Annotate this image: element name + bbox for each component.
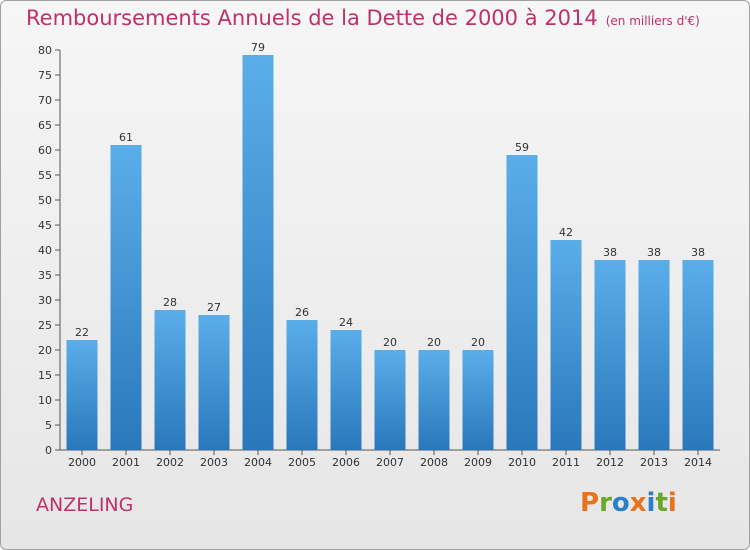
y-tick-label: 65 xyxy=(38,119,52,132)
y-tick-label: 15 xyxy=(38,369,52,382)
x-tick-label: 2010 xyxy=(508,456,536,469)
x-tick-label: 2012 xyxy=(596,456,624,469)
bar xyxy=(242,55,274,450)
y-tick-label: 75 xyxy=(38,69,52,82)
x-tick-label: 2004 xyxy=(244,456,272,469)
bar-value-label: 38 xyxy=(647,246,661,259)
x-tick-label: 2005 xyxy=(288,456,316,469)
chart-title: Remboursements Annuels de la Dette de 20… xyxy=(26,6,700,30)
bar-value-label: 42 xyxy=(559,226,573,239)
x-tick-label: 2003 xyxy=(200,456,228,469)
bar-value-label: 20 xyxy=(383,336,397,349)
bar xyxy=(330,330,362,450)
bar xyxy=(462,350,494,450)
logo-letter: t xyxy=(655,488,668,518)
y-tick-label: 55 xyxy=(38,169,52,182)
x-tick-label: 2008 xyxy=(420,456,448,469)
y-tick-label: 35 xyxy=(38,269,52,282)
logo-letter: x xyxy=(629,488,647,518)
bar xyxy=(198,315,230,450)
bar xyxy=(374,350,406,450)
x-tick-label: 2011 xyxy=(552,456,580,469)
bar-value-label: 28 xyxy=(163,296,177,309)
x-tick-label: 2014 xyxy=(684,456,712,469)
x-tick-label: 2013 xyxy=(640,456,668,469)
bar-value-label: 20 xyxy=(471,336,485,349)
bar-value-label: 20 xyxy=(427,336,441,349)
bar xyxy=(110,145,142,450)
y-tick-label: 30 xyxy=(38,294,52,307)
bar xyxy=(154,310,186,450)
y-tick-label: 10 xyxy=(38,394,52,407)
bar-value-label: 24 xyxy=(339,316,353,329)
bar xyxy=(682,260,714,450)
bar xyxy=(286,320,318,450)
bar-value-label: 38 xyxy=(691,246,705,259)
y-tick-label: 50 xyxy=(38,194,52,207)
bar-value-label: 22 xyxy=(75,326,89,339)
bar xyxy=(418,350,450,450)
bar xyxy=(594,260,626,450)
y-tick-label: 5 xyxy=(45,419,52,432)
y-tick-label: 45 xyxy=(38,219,52,232)
bar xyxy=(506,155,538,450)
x-tick-label: 2000 xyxy=(68,456,96,469)
labels: 22 61 28 27 79 26 24 20 20 20 59 42 38 38 38 xyxy=(75,41,705,349)
chart-title-text: Remboursements Annuels de la Dette de 20… xyxy=(26,6,598,30)
y-tick-label: 80 xyxy=(38,44,52,57)
x-tick-label: 2002 xyxy=(156,456,184,469)
bars xyxy=(66,55,714,450)
proxiti-logo[interactable]: Proxiti xyxy=(580,488,677,518)
y-tick-label: 20 xyxy=(38,344,52,357)
bar xyxy=(550,240,582,450)
bar-value-label: 26 xyxy=(295,306,309,319)
x-tick-label: 2001 xyxy=(112,456,140,469)
place-name: ANZELING xyxy=(36,494,134,516)
logo-letter: P xyxy=(580,488,600,518)
y-tick-label: 25 xyxy=(38,319,52,332)
bar xyxy=(66,340,98,450)
x-tick-label: 2006 xyxy=(332,456,360,469)
bar-value-label: 38 xyxy=(603,246,617,259)
y-tick-label: 0 xyxy=(45,444,52,457)
logo-letter: r xyxy=(599,488,612,518)
y-tick-label: 60 xyxy=(38,144,52,157)
logo-letter: i xyxy=(667,488,677,518)
chart-subtitle: (en milliers d'€) xyxy=(605,14,700,28)
x-tick-label: 2009 xyxy=(464,456,492,469)
y-tick-label: 70 xyxy=(38,94,52,107)
bar-value-label: 59 xyxy=(515,141,529,154)
x-tick-label: 2007 xyxy=(376,456,404,469)
bar-value-label: 27 xyxy=(207,301,221,314)
bar-value-label: 61 xyxy=(119,131,133,144)
logo-letter: i xyxy=(646,488,656,518)
y-tick-label: 40 xyxy=(38,244,52,257)
bar xyxy=(638,260,670,450)
logo-letter: o xyxy=(611,488,630,518)
bar-value-label: 79 xyxy=(251,41,265,54)
